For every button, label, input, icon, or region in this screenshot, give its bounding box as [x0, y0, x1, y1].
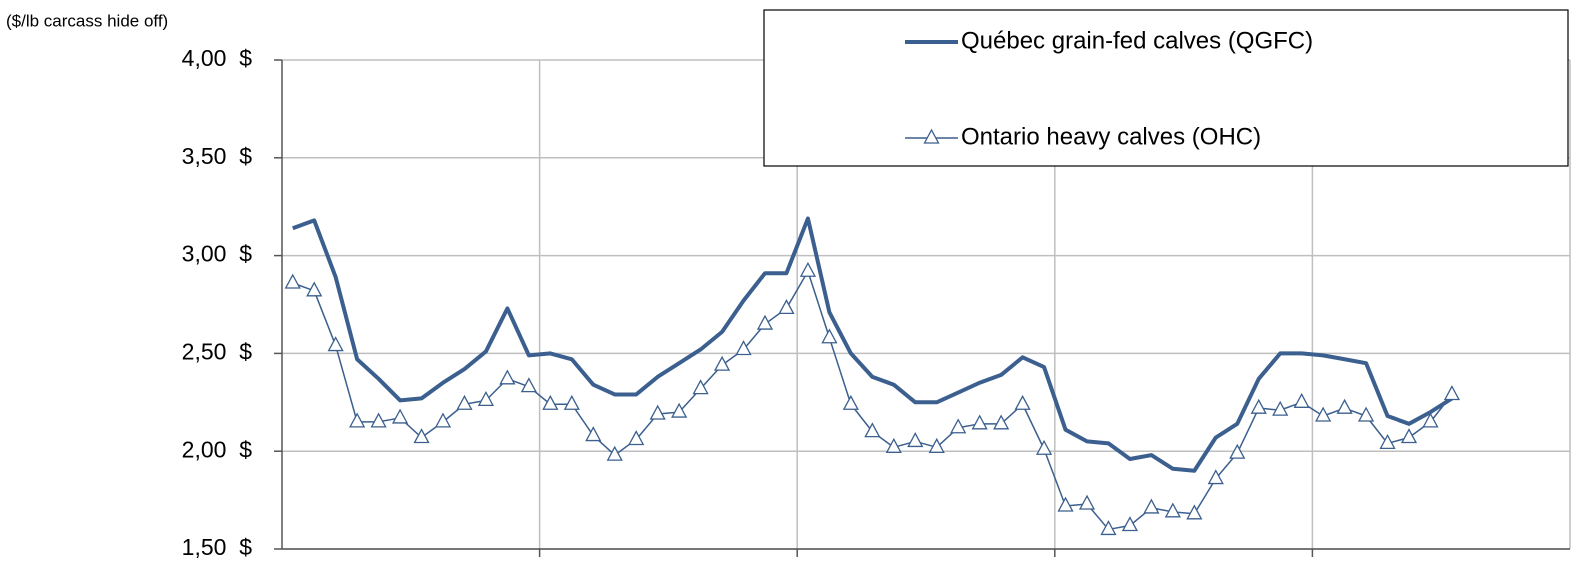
point-marker: [1315, 406, 1332, 422]
point-marker: [327, 336, 344, 352]
point-marker: [864, 422, 881, 438]
point-marker: [391, 408, 409, 424]
point-marker: [821, 328, 838, 344]
series-line: [292, 216, 1454, 473]
y-tick-label: 3,50 $: [182, 143, 253, 169]
point-marker: [1121, 516, 1139, 532]
point-marker: [1272, 400, 1289, 416]
point-marker: [606, 445, 623, 461]
point-marker: [993, 414, 1010, 430]
point-marker: [778, 299, 795, 315]
point-marker: [671, 402, 688, 418]
y-tick-label: 2,00 $: [182, 436, 253, 462]
point-marker: [434, 412, 452, 428]
point-marker: [1229, 443, 1246, 459]
y-tick-label: 1,50 $: [182, 534, 253, 560]
point-marker: [1035, 439, 1053, 455]
point-marker: [1014, 394, 1031, 410]
point-marker: [542, 394, 559, 410]
point-marker: [1293, 392, 1310, 408]
point-marker: [756, 314, 774, 330]
point-marker: [692, 379, 709, 395]
point-marker: [1336, 398, 1353, 414]
point-marker: [563, 394, 580, 410]
y-tick-label: 4,00 $: [182, 45, 253, 71]
point-marker: [284, 273, 301, 289]
point-marker: [306, 281, 323, 297]
point-marker: [1422, 412, 1439, 428]
point-marker: [456, 394, 473, 410]
point-marker: [370, 412, 387, 428]
point-marker: [585, 426, 602, 442]
y-tick-label: 3,00 $: [182, 241, 253, 267]
point-marker: [628, 430, 645, 446]
point-marker: [1207, 469, 1224, 485]
point-marker: [713, 355, 731, 371]
point-marker: [413, 428, 430, 444]
point-marker: [1057, 496, 1074, 512]
point-marker: [907, 432, 924, 448]
point-marker: [1250, 398, 1267, 414]
legend-marker: [923, 128, 940, 144]
point-marker: [842, 394, 859, 410]
y-axis-label: ($/lb carcass hide off): [6, 11, 168, 30]
point-marker: [1186, 504, 1203, 520]
point-marker: [349, 412, 366, 428]
point-marker: [1357, 406, 1375, 422]
legend-label: Ontario heavy calves (OHC): [961, 123, 1261, 150]
point-marker: [1164, 502, 1181, 518]
point-marker: [499, 369, 516, 385]
legend-label: Québec grain-fed calves (QGFC): [961, 27, 1313, 54]
legend-box: [763, 9, 1569, 167]
point-marker: [950, 418, 967, 434]
point-marker: [1443, 385, 1461, 401]
point-marker: [885, 437, 902, 453]
point-marker: [649, 404, 666, 420]
point-marker: [928, 437, 945, 453]
point-marker: [520, 377, 537, 393]
y-tick-label: 2,50 $: [182, 338, 253, 364]
point-marker: [1400, 428, 1418, 444]
point-marker: [1078, 494, 1096, 510]
point-marker: [971, 414, 988, 430]
point-marker: [1100, 520, 1117, 536]
point-marker: [799, 261, 817, 277]
point-marker: [477, 390, 495, 406]
point-marker: [1379, 434, 1396, 450]
point-marker: [735, 340, 752, 356]
point-marker: [1143, 498, 1160, 514]
